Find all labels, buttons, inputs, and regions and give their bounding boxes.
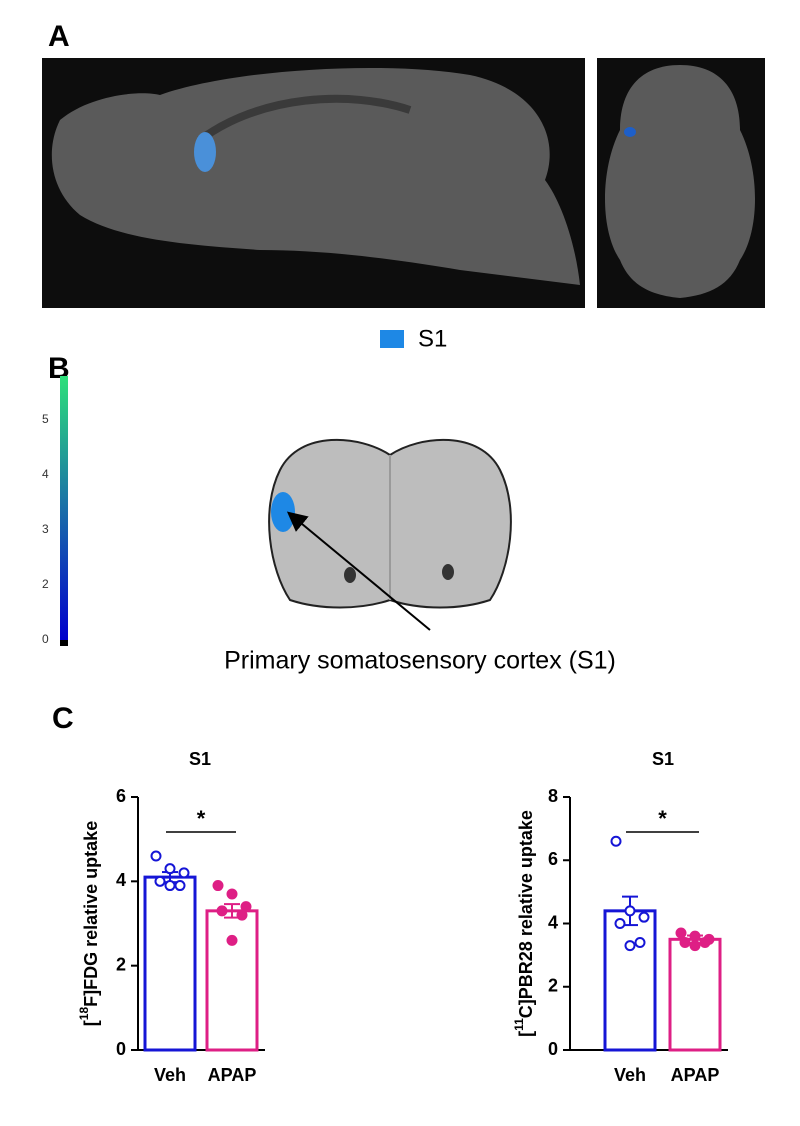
bar [603, 909, 657, 1052]
bar [205, 909, 259, 1052]
bar [143, 875, 197, 1052]
significance-label: * [197, 806, 206, 831]
colorbar-tick-label: 3 [42, 522, 49, 536]
data-point [638, 911, 650, 923]
data-point [212, 880, 224, 892]
roi [271, 492, 295, 532]
y-tick-label: 0 [116, 1039, 126, 1059]
y-axis-label-part: 11 [512, 1018, 526, 1031]
data-point [174, 880, 186, 892]
panel-label: A [48, 20, 70, 53]
data-point [699, 936, 711, 948]
y-axis-label-part: [ [81, 1020, 101, 1026]
brain-shape [605, 65, 755, 298]
data-point [689, 940, 701, 952]
data-point [178, 867, 190, 879]
data-point [610, 835, 622, 847]
chart-title: S1 [652, 749, 674, 769]
brain-shape [51, 67, 580, 285]
x-tick-label: APAP [208, 1065, 257, 1085]
y-tick-label: 0 [548, 1039, 558, 1059]
data-point [679, 936, 691, 948]
data-point [624, 905, 636, 917]
data-point [150, 850, 162, 862]
data-point [675, 927, 687, 939]
y-tick-label: 4 [116, 870, 126, 890]
colorbar-tick-label: 2 [42, 577, 49, 591]
roi [624, 127, 636, 137]
y-axis-label-part: C]PBR28 relative uptake [516, 810, 536, 1018]
data-point [164, 863, 176, 875]
annotation: Primary somatosensory cortex (S1) [224, 647, 616, 675]
significance-label: * [658, 806, 667, 831]
y-tick-label: 6 [116, 786, 126, 806]
brain-detail [442, 564, 454, 580]
y-axis-label-part: 18 [77, 1007, 91, 1021]
data-point [236, 909, 248, 921]
y-tick-label: 2 [116, 954, 126, 974]
x-tick-label: Veh [154, 1065, 186, 1085]
data-point [164, 880, 176, 892]
arrow [286, 511, 431, 631]
y-tick-label: 6 [548, 849, 558, 869]
colorbar-tick-label: 5 [42, 412, 49, 426]
data-point [634, 936, 646, 948]
y-axis-label-part: [ [516, 1031, 536, 1037]
colorbar-ticks: 5 4 3 2 0 [42, 412, 49, 646]
data-point [154, 875, 166, 887]
data-point [240, 901, 252, 913]
data-point [216, 905, 228, 917]
brain-detail [197, 94, 412, 144]
data-point [226, 888, 238, 900]
x-tick-label: Veh [614, 1065, 646, 1085]
data-point [689, 930, 701, 942]
y-axis-label-part: F]FDG relative uptake [81, 821, 101, 1007]
panel-label: C [52, 702, 74, 735]
chart-title: S1 [189, 749, 211, 769]
charts: S1 [18F]FDG relative uptake 0 2 4 6 Veh APAP * S1… [77, 749, 728, 1085]
data-point [624, 940, 636, 952]
x-tick-label: APAP [671, 1065, 720, 1085]
y-tick-label: 2 [548, 976, 558, 996]
legend-swatch [380, 330, 404, 348]
colorbar-tick-label: 4 [42, 467, 49, 481]
colorbar [60, 376, 68, 640]
colorbar [60, 640, 68, 646]
roi [194, 132, 216, 172]
brain-detail [344, 567, 356, 583]
data-point [226, 934, 238, 946]
y-axis-label: [11C]PBR28 relative uptake [512, 810, 536, 1037]
colorbar-tick-label: 0 [42, 632, 49, 646]
y-tick-label: 4 [548, 912, 558, 932]
y-axis-label: [18F]FDG relative uptake [77, 821, 101, 1026]
legend-label: S1 [418, 325, 447, 352]
y-tick-label: 8 [548, 786, 558, 806]
bar [668, 937, 722, 1052]
data-point [614, 918, 626, 929]
